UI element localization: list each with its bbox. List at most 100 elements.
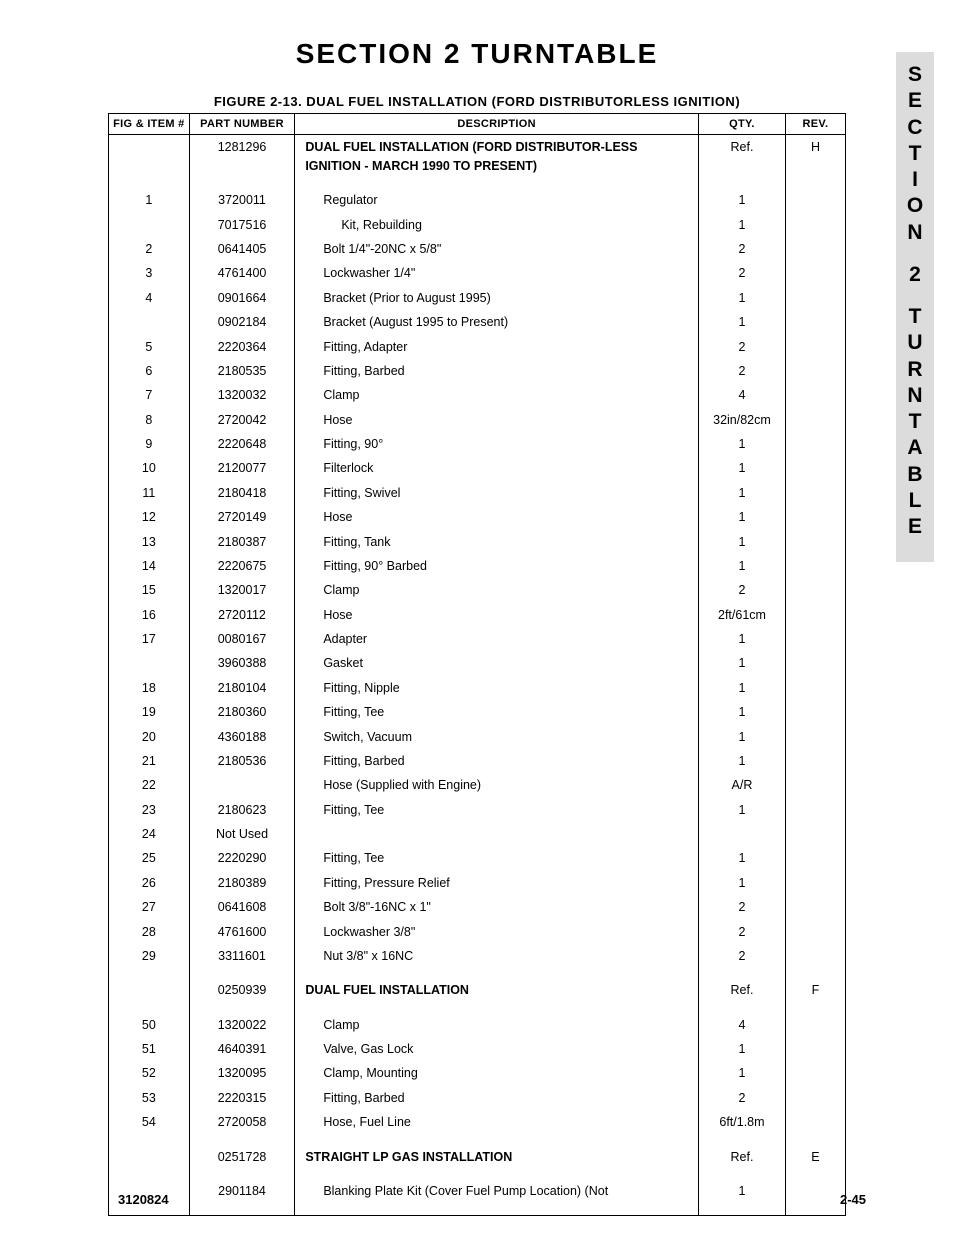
- cell-fig: 2: [109, 238, 190, 262]
- side-tab-letter: I: [896, 167, 934, 193]
- cell-desc: Bracket (Prior to August 1995): [295, 286, 699, 310]
- cell-qty: 2: [699, 359, 786, 383]
- cell-desc: DUAL FUEL INSTALLATION (FORD DISTRIBUTOR…: [295, 135, 699, 179]
- side-tab-letter: S: [896, 62, 934, 88]
- side-tab-letter: E: [896, 88, 934, 114]
- cell-fig: [109, 1145, 190, 1169]
- cell-fig: 19: [109, 701, 190, 725]
- cell-desc: Fitting, Tee: [295, 847, 699, 871]
- cell-desc: Valve, Gas Lock: [295, 1038, 699, 1062]
- cell-fig: 23: [109, 798, 190, 822]
- cell-part: 1320032: [189, 384, 295, 408]
- cell-fig: 6: [109, 359, 190, 383]
- cell-desc: Fitting, Pressure Relief: [295, 871, 699, 895]
- table-row: 22Hose (Supplied with Engine)A/R: [109, 774, 846, 798]
- cell-fig: 5: [109, 335, 190, 359]
- cell-desc: Bolt 1/4"-20NC x 5/8": [295, 238, 699, 262]
- table-row: 293311601Nut 3/8" x 16NC2: [109, 944, 846, 968]
- table-row: 20641405Bolt 1/4"-20NC x 5/8"2: [109, 238, 846, 262]
- cell-desc: Kit, Rebuilding: [295, 213, 699, 237]
- cell-qty: 1: [699, 213, 786, 237]
- side-tab-letter: U: [896, 330, 934, 356]
- table-row: 34761400Lockwasher 1/4"2: [109, 262, 846, 286]
- table-row: 270641608Bolt 3/8"-16NC x 1"2: [109, 896, 846, 920]
- cell-qty: 1: [699, 189, 786, 213]
- cell-rev: H: [785, 135, 845, 179]
- table-row: 142220675Fitting, 90° Barbed1: [109, 554, 846, 578]
- col-header-desc: DESCRIPTION: [295, 114, 699, 135]
- cell-qty: 2: [699, 335, 786, 359]
- cell-part: 2220364: [189, 335, 295, 359]
- table-row: 1281296DUAL FUEL INSTALLATION (FORD DIST…: [109, 135, 846, 179]
- cell-fig: [109, 652, 190, 676]
- table-row: 40901664Bracket (Prior to August 1995)1: [109, 286, 846, 310]
- cell-fig: 18: [109, 676, 190, 700]
- cell-rev: [785, 701, 845, 725]
- cell-part: 2220648: [189, 433, 295, 457]
- cell-fig: 51: [109, 1038, 190, 1062]
- cell-rev: [785, 725, 845, 749]
- cell-rev: [785, 676, 845, 700]
- col-header-part: PART NUMBER: [189, 114, 295, 135]
- table-row: [109, 969, 846, 979]
- cell-desc: Hose, Fuel Line: [295, 1111, 699, 1135]
- cell-part: 0901664: [189, 286, 295, 310]
- cell-qty: Ref.: [699, 1145, 786, 1169]
- side-tab-letter: N: [896, 383, 934, 409]
- cell-qty: 1: [699, 433, 786, 457]
- table-row: 521320095Clamp, Mounting1: [109, 1062, 846, 1086]
- table-row: 0902184Bracket (August 1995 to Present)1: [109, 311, 846, 335]
- side-tab-letter: T: [896, 141, 934, 167]
- table-row: 24Not Used: [109, 823, 846, 847]
- cell-part: 2180536: [189, 749, 295, 773]
- cell-rev: [785, 433, 845, 457]
- col-header-fig: FIG & ITEM #: [109, 114, 190, 135]
- cell-qty: 1: [699, 530, 786, 554]
- cell-fig: 7: [109, 384, 190, 408]
- cell-rev: [785, 652, 845, 676]
- page-footer: 3120824 2-45: [118, 1192, 866, 1207]
- table-row: 182180104Fitting, Nipple1: [109, 676, 846, 700]
- table-row: 212180536Fitting, Barbed1: [109, 749, 846, 773]
- cell-desc: Clamp: [295, 384, 699, 408]
- cell-desc: Switch, Vacuum: [295, 725, 699, 749]
- cell-qty: A/R: [699, 774, 786, 798]
- cell-qty: 1: [699, 1038, 786, 1062]
- cell-rev: [785, 311, 845, 335]
- cell-desc: Fitting, 90°: [295, 433, 699, 457]
- table-row: 284761600Lockwasher 3/8"2: [109, 920, 846, 944]
- table-body: 1281296DUAL FUEL INSTALLATION (FORD DIST…: [109, 135, 846, 1216]
- cell-qty: 1: [699, 652, 786, 676]
- cell-qty: 1: [699, 676, 786, 700]
- cell-qty: 1: [699, 749, 786, 773]
- cell-fig: 12: [109, 506, 190, 530]
- cell-desc: Fitting, Tee: [295, 701, 699, 725]
- cell-rev: [785, 213, 845, 237]
- cell-qty: 2: [699, 944, 786, 968]
- cell-qty: 1: [699, 457, 786, 481]
- cell-desc: Fitting, Swivel: [295, 481, 699, 505]
- table-row: [109, 1003, 846, 1013]
- cell-rev: [785, 871, 845, 895]
- table-row: 170080167Adapter1: [109, 628, 846, 652]
- cell-part: 2720042: [189, 408, 295, 432]
- cell-rev: F: [785, 979, 845, 1003]
- cell-qty: 1: [699, 1062, 786, 1086]
- cell-rev: [785, 579, 845, 603]
- cell-part: 2220290: [189, 847, 295, 871]
- cell-fig: 29: [109, 944, 190, 968]
- table-row: 0250939DUAL FUEL INSTALLATIONRef.F: [109, 979, 846, 1003]
- cell-fig: [109, 979, 190, 1003]
- cell-rev: [785, 1086, 845, 1110]
- cell-desc: Fitting, Barbed: [295, 359, 699, 383]
- cell-fig: 14: [109, 554, 190, 578]
- cell-fig: 3: [109, 262, 190, 286]
- cell-fig: [109, 135, 190, 179]
- cell-part: 2180104: [189, 676, 295, 700]
- side-tab-letter: A: [896, 435, 934, 461]
- cell-rev: [785, 506, 845, 530]
- cell-rev: [785, 896, 845, 920]
- cell-part: 3720011: [189, 189, 295, 213]
- table-row: 501320022Clamp4: [109, 1013, 846, 1037]
- cell-part: 2180387: [189, 530, 295, 554]
